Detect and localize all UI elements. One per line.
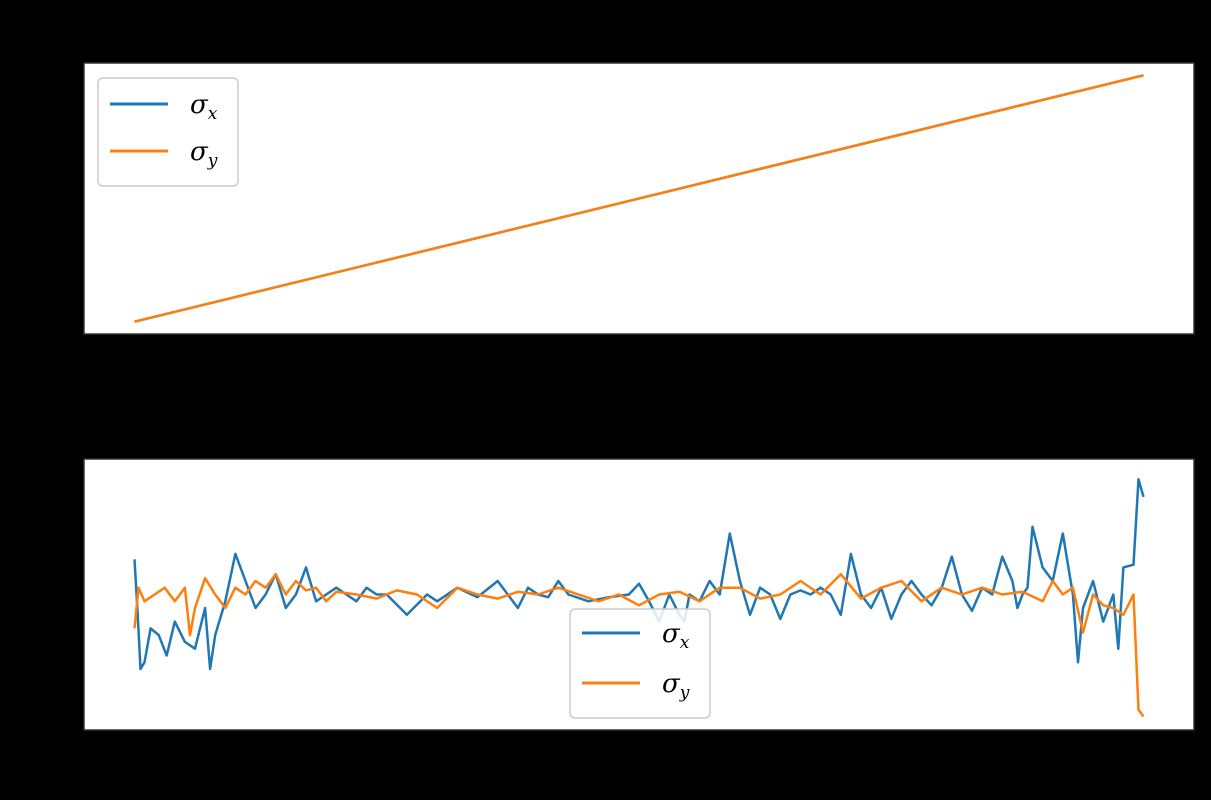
bottom-legend-sigma-y-label: σy — [662, 669, 690, 703]
bottom-legend-box — [569, 608, 711, 719]
bottom-plot-frame — [83, 458, 1195, 731]
top-legend-sigma-x-label: σx — [190, 90, 218, 124]
bottom-legend[interactable]: σx σy — [569, 608, 711, 719]
top-legend-sigma-y-label: σy — [190, 137, 218, 171]
top-series-group — [134, 74, 1144, 323]
bottom-series-sigma-y-line — [133, 572, 1145, 718]
top-legend[interactable]: σx σy — [97, 77, 239, 187]
bottom-legend-sigma-x-label: σx — [662, 619, 690, 653]
top-plot-frame — [83, 62, 1195, 335]
bottom-subplot: σx σy — [83, 458, 1195, 731]
top-series-sigma-y-line — [134, 74, 1144, 323]
top-subplot: σx σy — [83, 62, 1195, 335]
